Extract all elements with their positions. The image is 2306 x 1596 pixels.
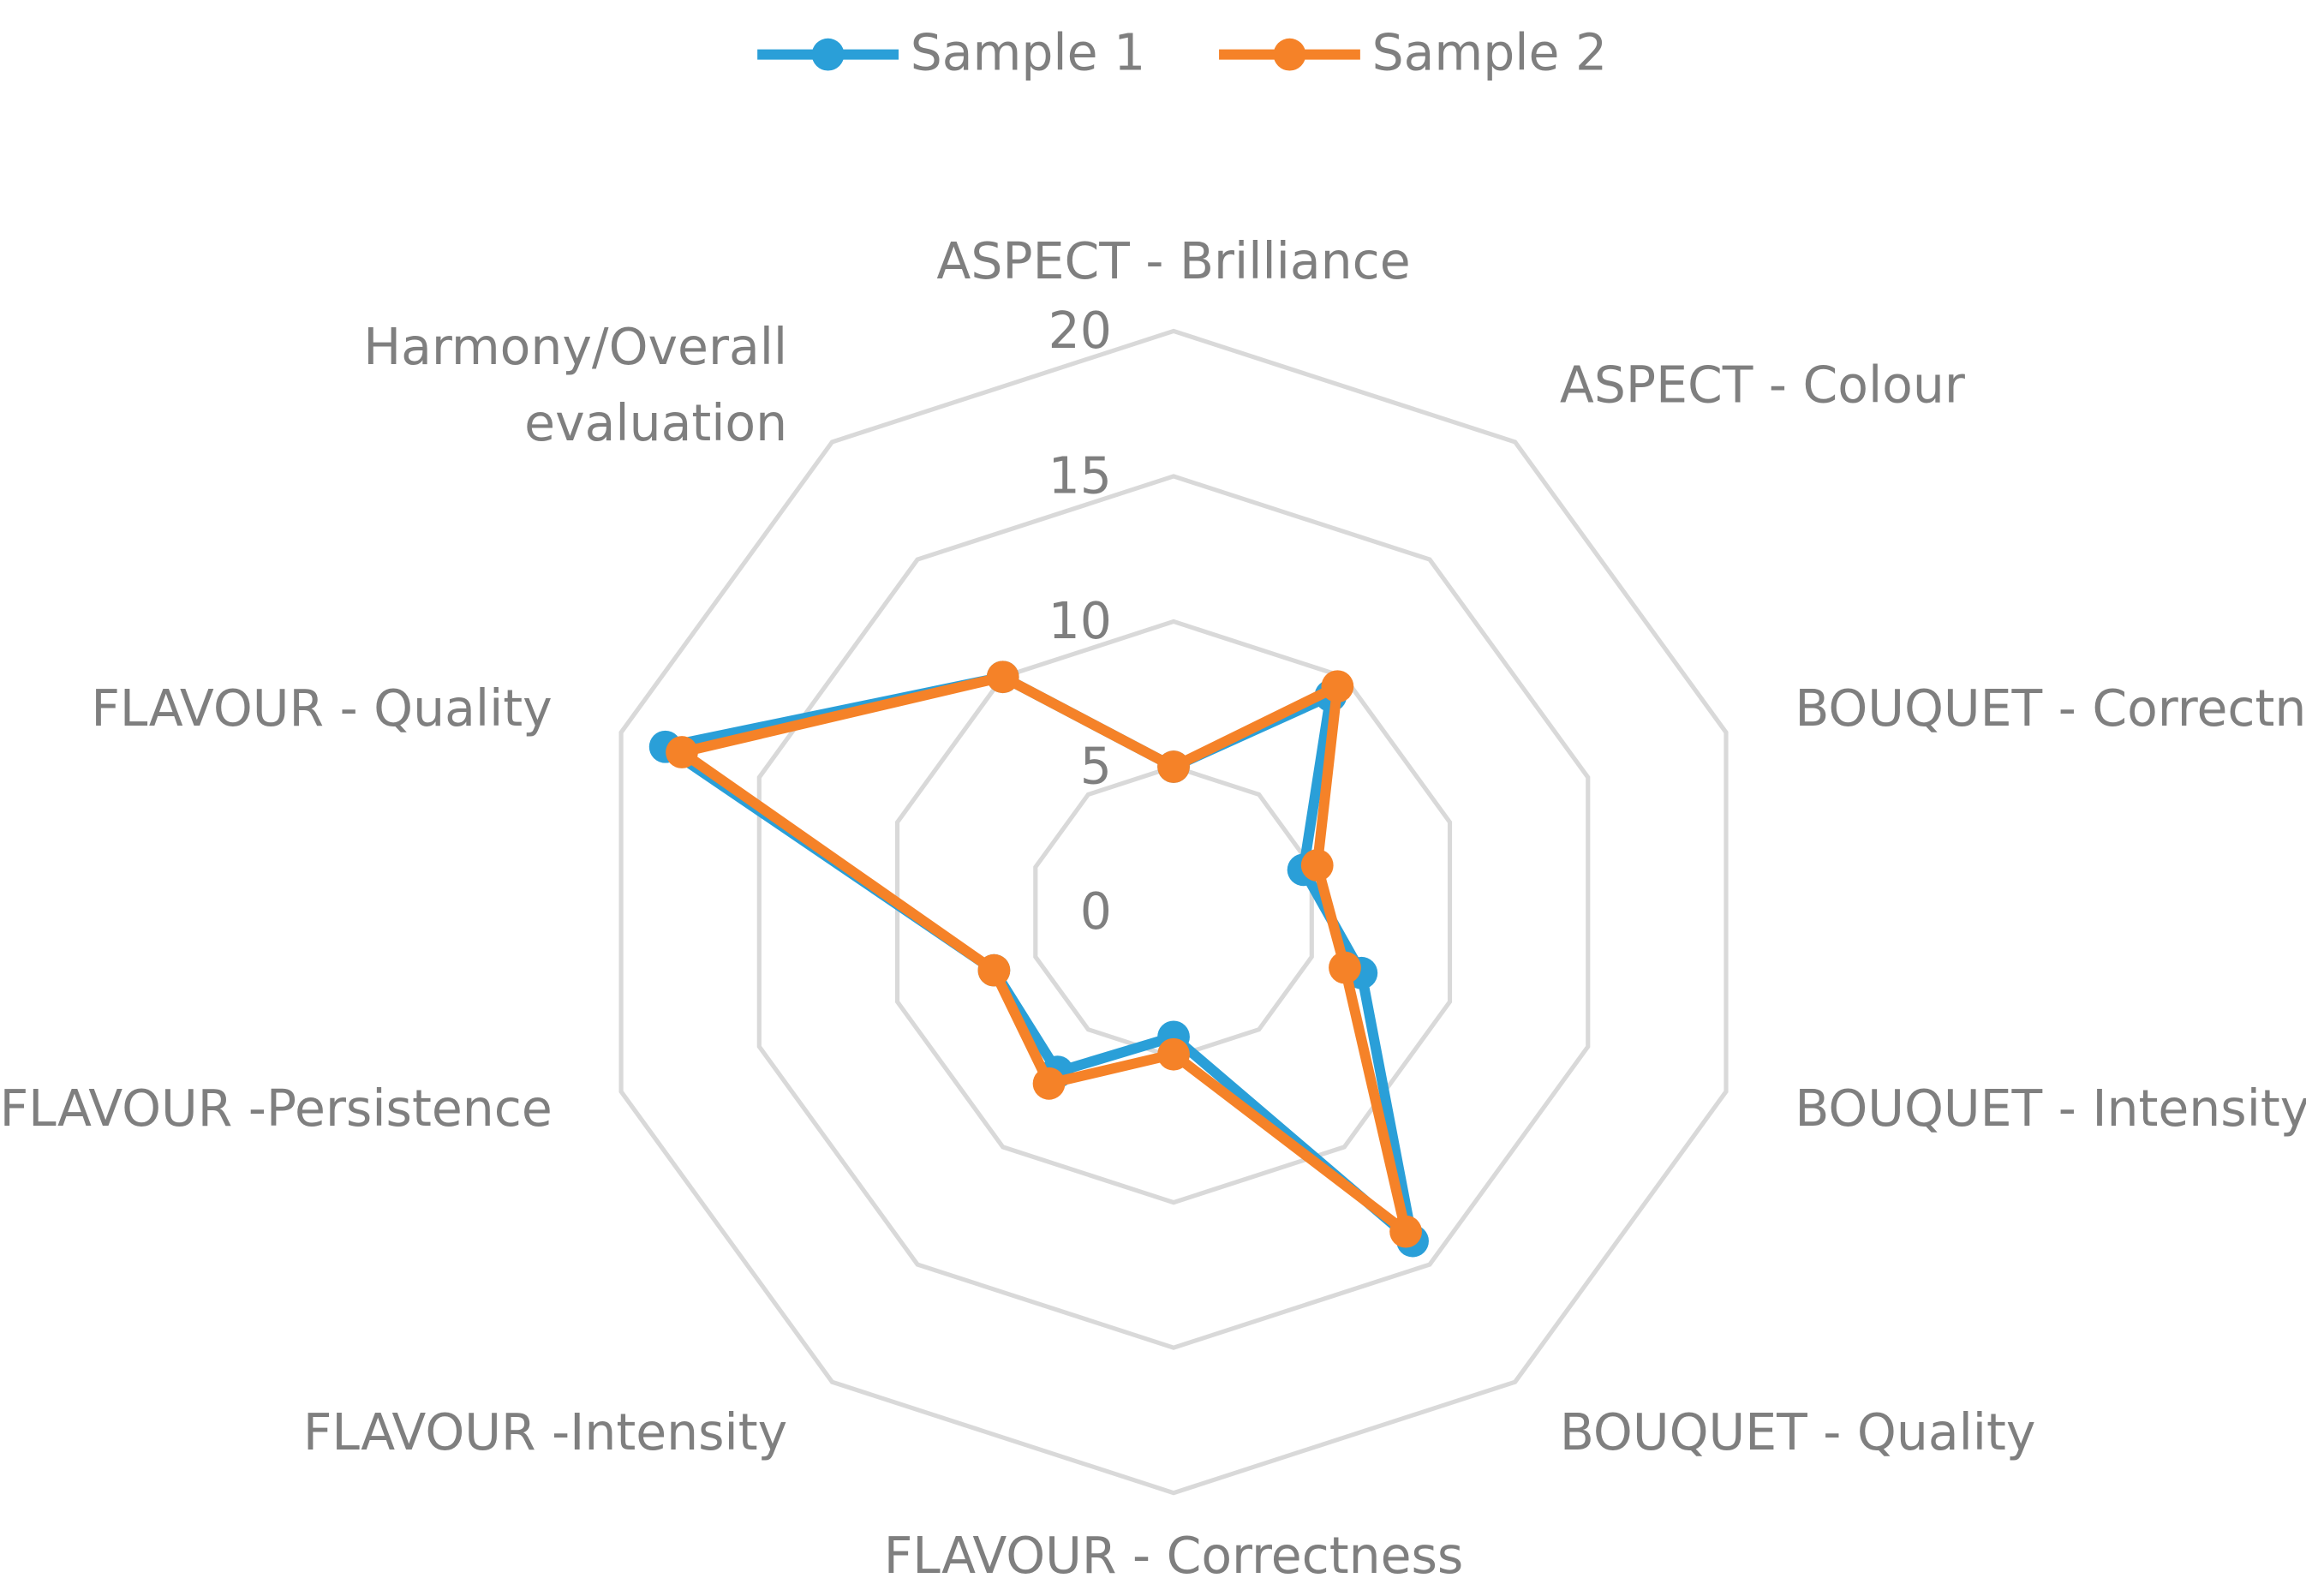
category-label: ASPECT - Colour [1560,356,1965,415]
data-point [1389,1215,1422,1248]
data-point [1032,1067,1066,1100]
series-line [677,672,1412,1237]
category-label: BOUQUET - Correctness [1795,679,2306,738]
category-label: BOUQUET - Intensity [1795,1079,2306,1138]
data-point [1157,750,1190,783]
grid-ring [1033,764,1314,1060]
data-point [1300,849,1334,882]
data-point [986,661,1019,694]
category-label: FLAVOUR -Persistence [0,1079,553,1138]
legend-marker [1273,38,1306,71]
tick-label: 5 [1080,738,1112,796]
grid-ring [894,619,1453,1205]
category-label: FLAVOUR - Correctness [884,1527,1464,1585]
tick-label: 0 [1080,882,1112,941]
legend-label: Sample 1 [911,23,1146,81]
data-point [666,736,698,768]
legend-marker [811,38,845,71]
data-point [1157,1037,1190,1071]
tick-label: 10 [1048,592,1112,650]
data-point [1321,670,1354,703]
legend-label: Sample 2 [1372,23,1608,81]
tick-label: 15 [1048,446,1112,505]
grid-ring [756,474,1591,1350]
data-point [1329,951,1361,984]
category-label: FLAVOUR -Intensity [303,1403,787,1462]
grid-ring [618,328,1729,1496]
category-label: FLAVOUR - Quality [91,679,552,738]
tick-label: 20 [1048,302,1112,360]
category-label: ASPECT - Brilliance [936,232,1410,290]
category-label: Harmony/Overall evaluation [363,318,787,452]
data-point [977,953,1011,987]
category-label: BOUQUET - Quality [1560,1403,2036,1462]
